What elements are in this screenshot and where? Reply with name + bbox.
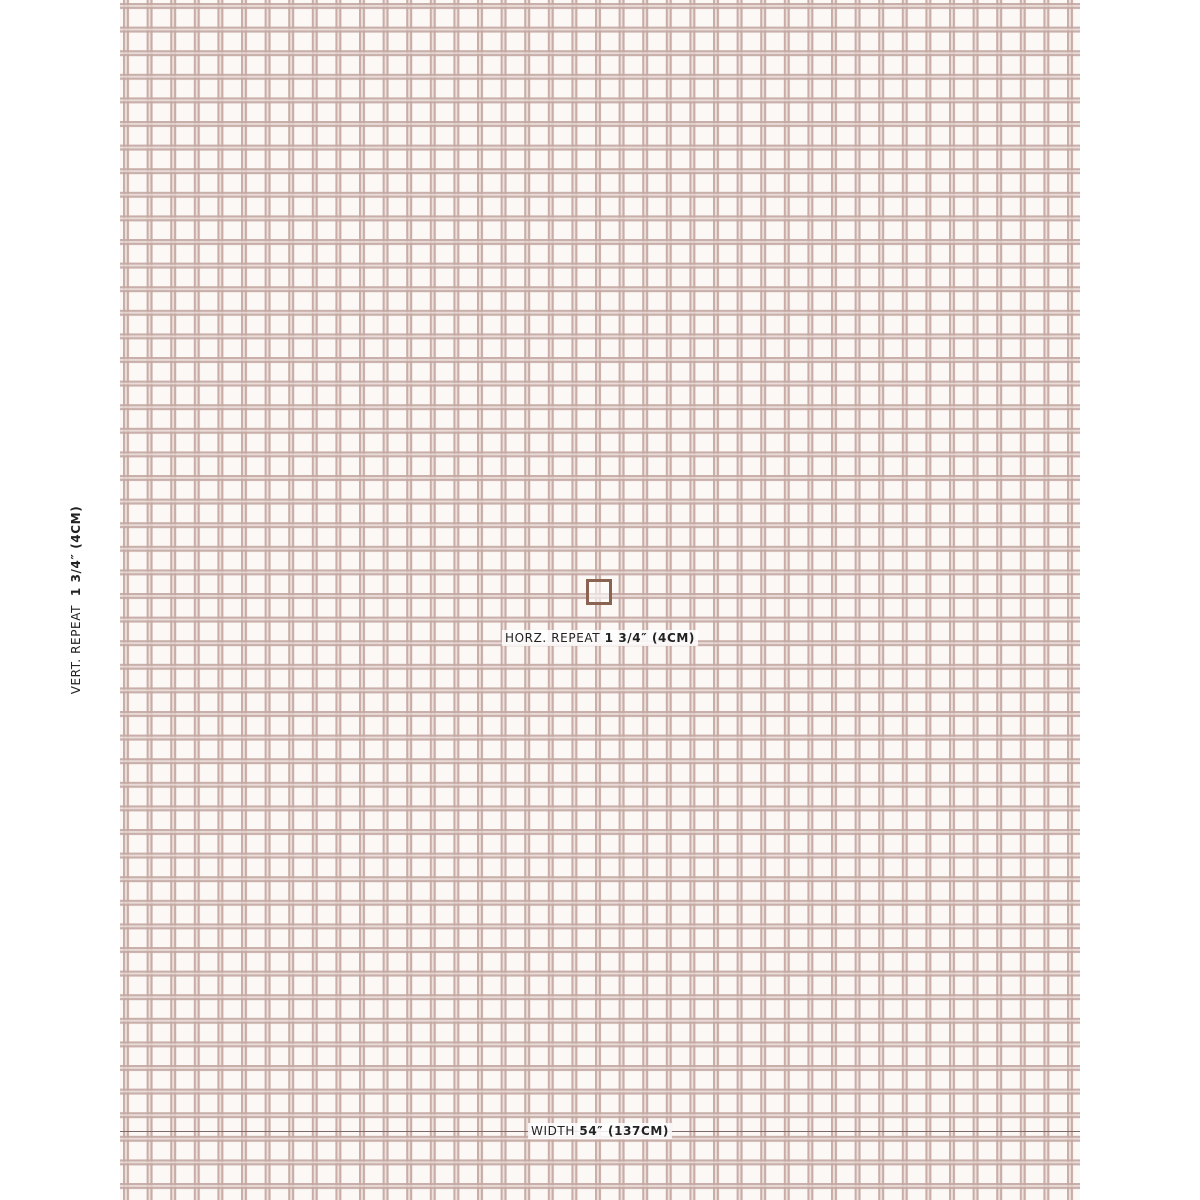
label-value: 54″ (137CM) [579,1124,670,1138]
vertical-repeat-label: VERT. REPEAT 1 3/4″ (4CM) [68,503,84,698]
label-value: 1 3/4″ (4CM) [604,631,696,645]
horizontal-repeat-label: HORZ. REPEAT 1 3/4″ (4CM) [501,630,699,646]
width-label: WIDTH 54″ (137CM) [527,1123,673,1139]
repeat-marker [586,579,612,605]
label-prefix: WIDTH [530,1124,575,1138]
label-value: 1 3/4″ (4CM) [69,505,83,597]
label-prefix: VERT. REPEAT [69,604,83,695]
label-prefix: HORZ. REPEAT [504,631,601,645]
